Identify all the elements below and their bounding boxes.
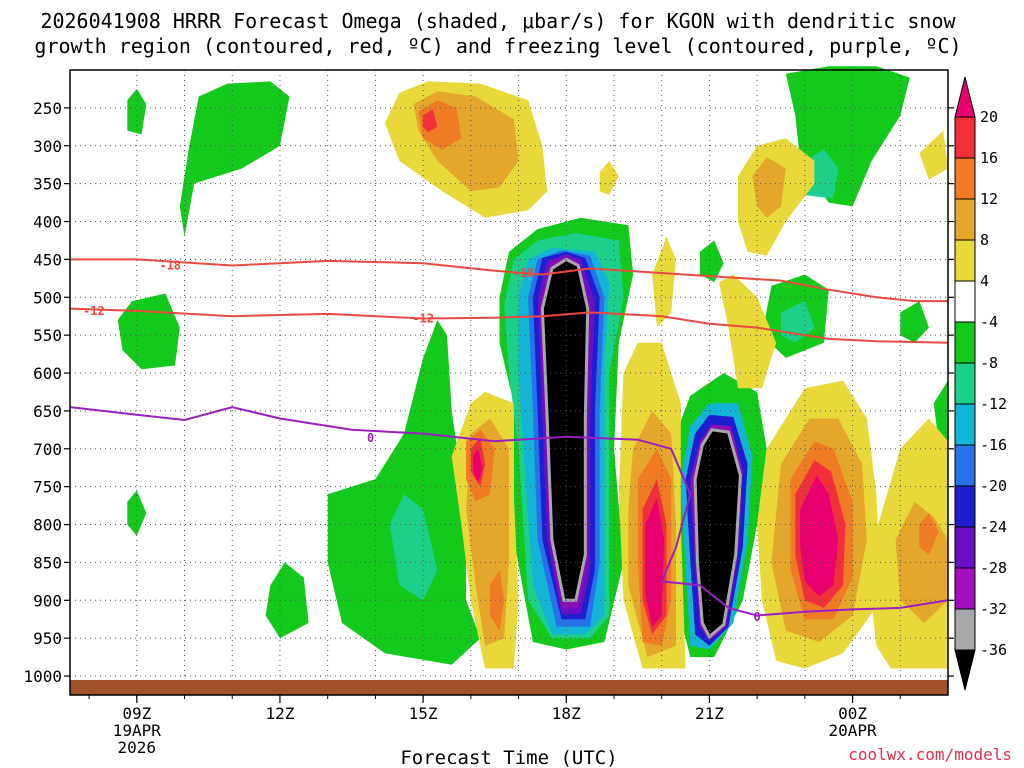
x-tick-label-09Z: 09Z (122, 704, 151, 723)
dgz-contour--12 (69, 307, 949, 344)
omega-region-19 (389, 494, 438, 601)
colorbar-label--12: -12 (980, 395, 1007, 413)
colorbar-segment-9 (954, 485, 976, 528)
omega-region-55 (919, 513, 939, 555)
y-tick-label-750: 750 (33, 478, 62, 497)
omega-region-34 (919, 130, 948, 180)
x-tick-label-18Z: 18Z (552, 704, 581, 723)
colorbar-segment-8 (954, 444, 976, 487)
colorbar-segment-4 (954, 280, 976, 323)
freezing-level-line (69, 406, 949, 617)
y-axis-ticks: 250 300 350 400 450 500 550 600 650 700 750 800 850 9… (23, 99, 954, 686)
omega-region-35 (719, 274, 777, 389)
colorbar-segment-7 (954, 403, 976, 446)
colorbar-segment-2 (954, 198, 976, 241)
omega-region-41 (489, 570, 505, 631)
plot-frame (69, 69, 949, 696)
colorbar-label--4: -4 (980, 313, 998, 331)
y-tick-label-500: 500 (33, 288, 62, 307)
colorbar-label--36: -36 (980, 641, 1007, 659)
colorbar-label-12: 12 (980, 190, 998, 208)
grid (70, 70, 948, 695)
colorbar-label-20: 20 (980, 108, 998, 126)
omega-region-30 (423, 109, 438, 133)
colorbar-label--8: -8 (980, 354, 998, 372)
y-tick-label-600: 600 (33, 364, 62, 383)
contour-label-5: 0 (754, 610, 761, 624)
x-tick-year-09Z: 2026 (118, 738, 157, 757)
omega-region-25 (900, 301, 929, 343)
colorbar-label-16: 16 (980, 149, 998, 167)
colorbar-label--16: -16 (980, 436, 1007, 454)
contour-label-3: -12 (412, 311, 434, 325)
omega-region-52 (800, 475, 839, 597)
colorbar-segment-11 (954, 567, 976, 610)
omega-shading (117, 66, 948, 669)
chart-title-line-2: growth region (contoured, red, ºC) and f… (34, 34, 961, 58)
colorbar-segment-5 (954, 321, 976, 364)
chart-title-line-1: 2026041908 HRRR Forecast Omega (shaded, … (40, 9, 956, 33)
colorbar-label--32: -32 (980, 600, 1007, 618)
colorbar-segment-0 (954, 116, 976, 159)
contour-label-1: -18 (512, 266, 534, 280)
contour-label-4: 0 (367, 431, 374, 445)
omega-region-47 (645, 498, 665, 627)
y-tick-label-1000: 1000 (23, 667, 62, 686)
colorbar-segment-12 (954, 608, 976, 651)
x-tick-label-12Z: 12Z (266, 704, 295, 723)
colorbar-top-triangle (954, 76, 976, 118)
colorbar-segment-1 (954, 157, 976, 200)
x-tick-label-21Z: 21Z (695, 704, 724, 723)
colorbar-label--28: -28 (980, 559, 1007, 577)
omega-region-17 (265, 562, 309, 639)
y-tick-label-350: 350 (33, 175, 62, 194)
omega-region-33 (752, 157, 786, 218)
omega-region-13 (179, 81, 290, 237)
contour-labels: -18 -18 -12 -12 0 0 (83, 258, 761, 624)
omega-region-18 (327, 320, 481, 665)
dgz-contour--18 (70, 258, 948, 303)
colorbar-label-8: 8 (980, 231, 989, 249)
y-tick-label-900: 900 (33, 591, 62, 610)
colorbar-bottom-triangle (954, 649, 976, 691)
contour-label-2: -12 (83, 304, 105, 318)
x-tick-date-09Z: 19APR (113, 721, 162, 740)
x-tick-label-15Z: 15Z (409, 704, 438, 723)
colorbar: 20 16 12 8 4 -4 -8 -12 -16 -20 -24 -28 -32 -36 (954, 76, 1007, 691)
y-tick-label-850: 850 (33, 553, 62, 572)
omega-region-16 (127, 490, 147, 536)
dendritic-growth-contours (69, 258, 949, 344)
y-tick-label-400: 400 (33, 213, 62, 232)
x-tick-date-00Z: 20APR (828, 721, 877, 740)
omega-region-26 (933, 380, 948, 449)
omega-region-14 (127, 88, 147, 135)
y-tick-label-300: 300 (33, 137, 62, 156)
x-tick-label-00Z: 00Z (838, 704, 867, 723)
ground-bar (70, 680, 948, 695)
y-tick-label-700: 700 (33, 440, 62, 459)
colorbar-segment-3 (954, 239, 976, 282)
y-tick-label-800: 800 (33, 516, 62, 535)
omega-region-31 (599, 160, 619, 195)
credit-label[interactable]: coolwx.com/models (848, 745, 1012, 764)
y-tick-label-250: 250 (33, 99, 62, 118)
freezing-level-contour (69, 406, 949, 617)
x-axis-label: Forecast Time (UTC) (400, 747, 617, 768)
y-tick-label-650: 650 (33, 402, 62, 421)
colorbar-label--24: -24 (980, 518, 1007, 536)
y-tick-label-950: 950 (33, 629, 62, 648)
omega-region-40 (473, 448, 483, 483)
omega-region-24 (699, 240, 724, 283)
colorbar-label--20: -20 (980, 477, 1007, 495)
contour-label-0: -18 (159, 258, 181, 272)
y-tick-label-550: 550 (33, 326, 62, 345)
omega-region-12 (693, 428, 742, 640)
y-tick-label-450: 450 (33, 250, 62, 269)
colorbar-label-4: 4 (980, 272, 989, 290)
colorbar-segment-10 (954, 526, 976, 569)
colorbar-segment-6 (954, 362, 976, 405)
